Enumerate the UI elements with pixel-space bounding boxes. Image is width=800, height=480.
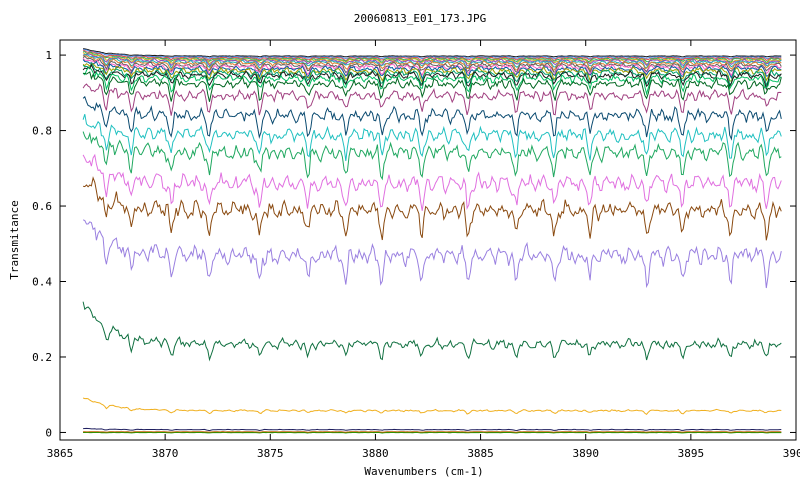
series-line-22 [83, 176, 782, 241]
series-line-1 [83, 48, 782, 58]
series-line-20 [82, 131, 782, 181]
y-tick-label: 0.6 [32, 200, 52, 213]
x-tick-label: 3885 [467, 447, 494, 460]
series-layer [82, 48, 782, 434]
series-line-17 [82, 83, 782, 116]
y-tick-label: 0.8 [32, 125, 52, 138]
series-line-11 [82, 59, 782, 80]
y-axis-label: Transmitance [8, 200, 21, 279]
series-line-19 [82, 114, 782, 162]
series-line-23 [82, 219, 782, 289]
y-tick-label: 1 [45, 49, 52, 62]
x-tick-label: 3875 [257, 447, 284, 460]
series-line-3 [82, 49, 782, 62]
series-line-29 [83, 431, 782, 433]
x-tick-label: 3890 [572, 447, 599, 460]
x-axis-label: Wavenumbers (cm-1) [364, 465, 483, 478]
series-line-15 [82, 67, 782, 96]
series-line-10 [82, 57, 782, 77]
series-line-24 [82, 301, 782, 362]
chart-title: 20060813_E01_173.JPG [354, 12, 486, 25]
series-line-18 [82, 95, 782, 141]
x-tick-label: 3865 [47, 447, 74, 460]
series-line-21 [82, 153, 782, 211]
x-tick-label: 3895 [678, 447, 705, 460]
series-line-2 [83, 49, 782, 60]
series-line-16 [83, 71, 782, 102]
plot-frame [59, 39, 797, 441]
x-tick-label: 3870 [152, 447, 179, 460]
series-line-28 [83, 431, 782, 434]
y-tick-label: 0 [45, 426, 52, 439]
series-line-9 [82, 55, 782, 74]
series-line-26 [83, 427, 782, 432]
series-line-12 [82, 62, 782, 84]
x-tick-label: 3880 [362, 447, 389, 460]
y-axis-ticks: 0 0.2 0.4 0.6 0.8 1 [32, 49, 796, 439]
y-tick-label: 0.2 [32, 351, 52, 364]
series-line-14 [82, 63, 782, 91]
series-line-25 [82, 397, 782, 415]
y-tick-label: 0.4 [32, 276, 52, 289]
